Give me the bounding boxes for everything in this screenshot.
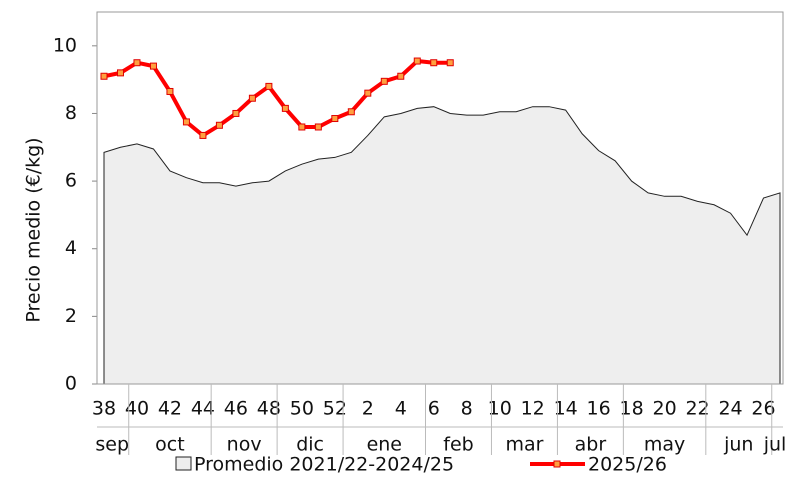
line-marker [199, 131, 207, 139]
month-label: mar [505, 434, 543, 456]
line-marker [298, 123, 306, 131]
x-tick-label: 40 [125, 398, 149, 420]
legend-label: 2025/26 [588, 454, 667, 476]
x-tick-label: 50 [290, 398, 314, 420]
month-label: sep [95, 434, 129, 456]
y-tick-label: 0 [65, 373, 77, 395]
x-tick-label: 12 [521, 398, 545, 420]
y-tick-label: 2 [65, 305, 77, 327]
y-tick-label: 6 [65, 170, 77, 192]
month-label: feb [443, 434, 473, 456]
x-tick-label: 26 [751, 398, 775, 420]
line-marker [265, 82, 273, 90]
x-tick-label: 52 [323, 398, 347, 420]
x-tick-label: 42 [158, 398, 182, 420]
month-label: may [644, 434, 685, 456]
legend-swatch [553, 460, 561, 468]
month-label: jun [723, 434, 753, 456]
x-tick-label: 46 [224, 398, 248, 420]
line-marker [133, 59, 141, 67]
x-tick-label: 8 [461, 398, 473, 420]
y-axis-label: Precio medio (€/kg) [23, 137, 45, 322]
line-marker [281, 104, 289, 112]
x-tick-label: 4 [395, 398, 407, 420]
x-tick-label: 2 [362, 398, 374, 420]
x-tick-label: 48 [257, 398, 281, 420]
x-tick-label: 44 [191, 398, 215, 420]
line-marker [380, 77, 388, 85]
y-tick-label: 10 [53, 34, 77, 56]
month-label: ene [367, 434, 402, 456]
month-label: jul [763, 434, 787, 456]
line-marker [347, 108, 355, 116]
x-tick-label: 20 [652, 398, 676, 420]
x-tick-label: 22 [685, 398, 709, 420]
line-marker [248, 94, 256, 102]
month-label: nov [227, 434, 262, 456]
line-marker [182, 118, 190, 126]
line-marker [364, 89, 372, 97]
legend-swatch [175, 456, 192, 471]
plot-frame [96, 11, 784, 385]
area-series [103, 106, 781, 385]
line-marker [215, 121, 223, 129]
line-series [103, 59, 451, 138]
line-marker [314, 123, 322, 131]
line-marker [166, 87, 174, 95]
line-marker [446, 59, 454, 67]
x-tick-label: 10 [488, 398, 512, 420]
y-tick-label: 4 [65, 237, 77, 259]
month-label: abr [575, 434, 607, 456]
line-marker [397, 72, 405, 80]
month-label: oct [155, 434, 185, 456]
line-marker [331, 115, 339, 123]
x-tick-label: 18 [620, 398, 644, 420]
x-tick-label: 14 [554, 398, 578, 420]
x-tick-label: 24 [718, 398, 742, 420]
legend-label: Promedio 2021/22-2024/25 [194, 454, 454, 476]
line-marker [232, 109, 240, 117]
y-tick-label: 8 [65, 102, 77, 124]
x-tick-label: 6 [428, 398, 440, 420]
month-label: dic [296, 434, 324, 456]
line-marker [116, 69, 124, 77]
line-marker [149, 62, 157, 70]
line-marker [430, 59, 438, 67]
x-tick-label: 16 [587, 398, 611, 420]
line-marker [100, 72, 108, 80]
x-tick-label: 38 [92, 398, 116, 420]
line-marker [413, 57, 421, 65]
